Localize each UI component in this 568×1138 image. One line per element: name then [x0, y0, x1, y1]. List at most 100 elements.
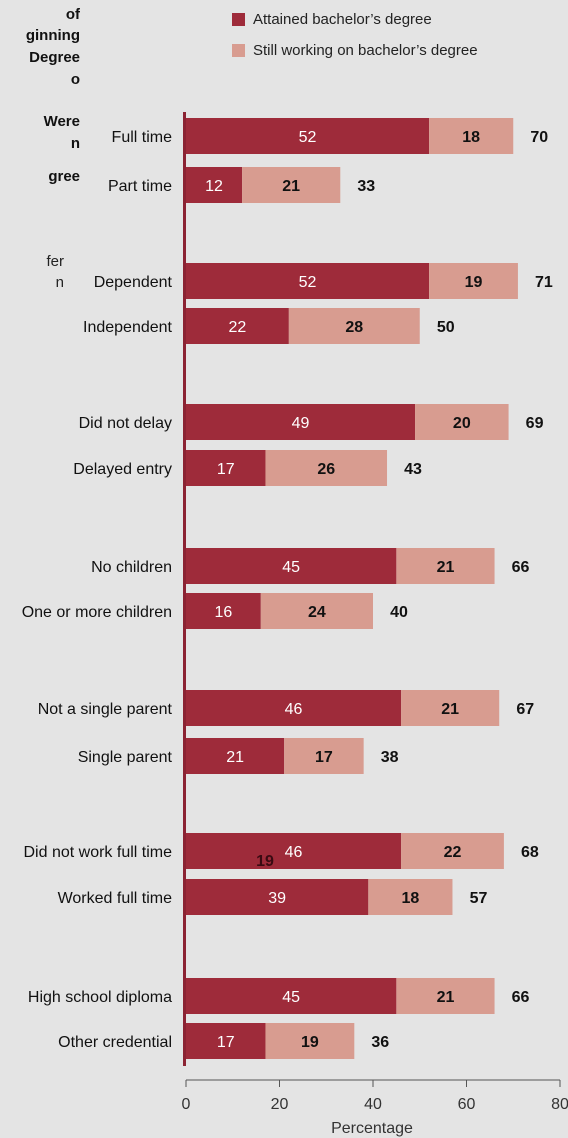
x-tick-label: 40 [364, 1096, 382, 1113]
bar-still-working [260, 593, 373, 629]
note-line: fer [46, 253, 64, 270]
bar-label-attained: 39 [268, 890, 286, 907]
x-tick-label: 60 [458, 1096, 476, 1113]
bar-still-working [396, 548, 495, 584]
legend-label-attained: Attained bachelor’s degree [253, 10, 432, 28]
bar-attained [186, 879, 369, 915]
bar-attained [186, 738, 285, 774]
bar-attained [186, 548, 397, 584]
bar-total-label: 71 [535, 274, 553, 291]
category-label: Other credential [58, 1034, 172, 1051]
category-label: Delayed entry [73, 461, 172, 478]
bar-still-working [396, 978, 495, 1014]
category-label: Dependent [94, 274, 173, 291]
bar-label-still-working: 18 [462, 129, 480, 146]
bar-label-attained: 16 [215, 604, 233, 621]
bar-label-still-working: 20 [453, 415, 471, 432]
legend-label-still-working: Still working on bachelor’s degree [253, 41, 478, 59]
bar-attained [186, 404, 416, 440]
bar-label-still-working: 21 [437, 989, 455, 1006]
bar-label-still-working: 18 [402, 890, 420, 907]
title-line: o [70, 71, 80, 88]
bar-label-still-working: 21 [282, 178, 300, 195]
title-line: ginning [25, 27, 80, 44]
bar-attained [186, 690, 402, 726]
bar-total-label: 40 [390, 604, 408, 621]
title-line: Were [43, 113, 80, 130]
bar-still-working [401, 690, 500, 726]
category-label: No children [91, 559, 172, 576]
bar-label-still-working: 19 [301, 1034, 319, 1051]
bar-attained [186, 593, 261, 629]
title-line: of [65, 6, 80, 23]
bar-still-working [288, 308, 420, 344]
bar-label-attained: 45 [282, 989, 300, 1006]
bar-total-label: 38 [381, 749, 399, 766]
bar-still-working [368, 879, 453, 915]
bar-label-attained: 52 [299, 274, 317, 291]
legend-item-attained: Attained bachelor’s degree [232, 9, 432, 29]
bar-still-working [284, 738, 364, 774]
bar-label-attained: 12 [205, 178, 223, 195]
bar-attained [186, 1023, 266, 1059]
bar-total-label: 66 [512, 559, 530, 576]
category-label: Single parent [78, 749, 173, 766]
bar-total-label: 33 [357, 178, 375, 195]
bar-label-attained: 45 [282, 559, 300, 576]
bar-attained [186, 118, 430, 154]
category-label: Did not delay [79, 415, 172, 432]
bar-label-still-working: 28 [345, 319, 363, 336]
bar-total-label: 66 [512, 989, 530, 1006]
category-label: Full time [112, 129, 173, 146]
stray-label: 19 [256, 853, 274, 870]
title-line: n [70, 135, 80, 152]
bar-still-working [265, 1023, 355, 1059]
bar-label-attained: 46 [285, 701, 303, 718]
bar-label-attained: 52 [299, 129, 317, 146]
bar-label-attained: 21 [226, 749, 244, 766]
bar-label-still-working: 17 [315, 749, 333, 766]
bar-label-still-working: 21 [441, 701, 459, 718]
bar-label-attained: 46 [285, 844, 303, 861]
bar-still-working [415, 404, 509, 440]
x-tick-label: 20 [271, 1096, 289, 1113]
category-label: Independent [83, 319, 173, 336]
bar-still-working [265, 450, 388, 486]
category-label: Worked full time [58, 890, 173, 907]
legend-swatch-attained [232, 12, 245, 26]
bar-label-attained: 17 [217, 461, 235, 478]
category-label: One or more children [22, 604, 172, 621]
bar-label-still-working: 26 [317, 461, 335, 478]
bar-label-still-working: 22 [444, 844, 462, 861]
x-axis-title: Percentage [331, 1120, 413, 1137]
bar-still-working [429, 263, 518, 299]
legend-swatch-still-working [232, 43, 245, 57]
x-tick-label: 80 [551, 1096, 568, 1113]
bar-label-attained: 22 [229, 319, 247, 336]
bar-label-still-working: 19 [465, 274, 483, 291]
bar-label-attained: 49 [292, 415, 310, 432]
category-label: Part time [108, 178, 172, 195]
bar-attained [186, 450, 266, 486]
bar-still-working [242, 167, 341, 203]
title-line: Degree [29, 49, 80, 66]
bar-still-working [429, 118, 514, 154]
bar-total-label: 68 [521, 844, 539, 861]
bar-still-working [401, 833, 504, 869]
note-line: n [55, 274, 64, 291]
x-tick-label: 0 [182, 1096, 191, 1113]
bar-attained [186, 833, 402, 869]
bar-total-label: 36 [371, 1034, 389, 1051]
bar-attained [186, 308, 289, 344]
y-axis-line [183, 112, 186, 1066]
bar-label-still-working: 21 [437, 559, 455, 576]
bar-total-label: 43 [404, 461, 422, 478]
bar-label-attained: 17 [217, 1034, 235, 1051]
category-label: Did not work full time [24, 844, 173, 861]
legend-item-still-working: Still working on bachelor’s degree [232, 40, 478, 60]
category-label: High school diploma [28, 989, 172, 1006]
bar-attained [186, 978, 397, 1014]
bar-total-label: 57 [470, 890, 488, 907]
